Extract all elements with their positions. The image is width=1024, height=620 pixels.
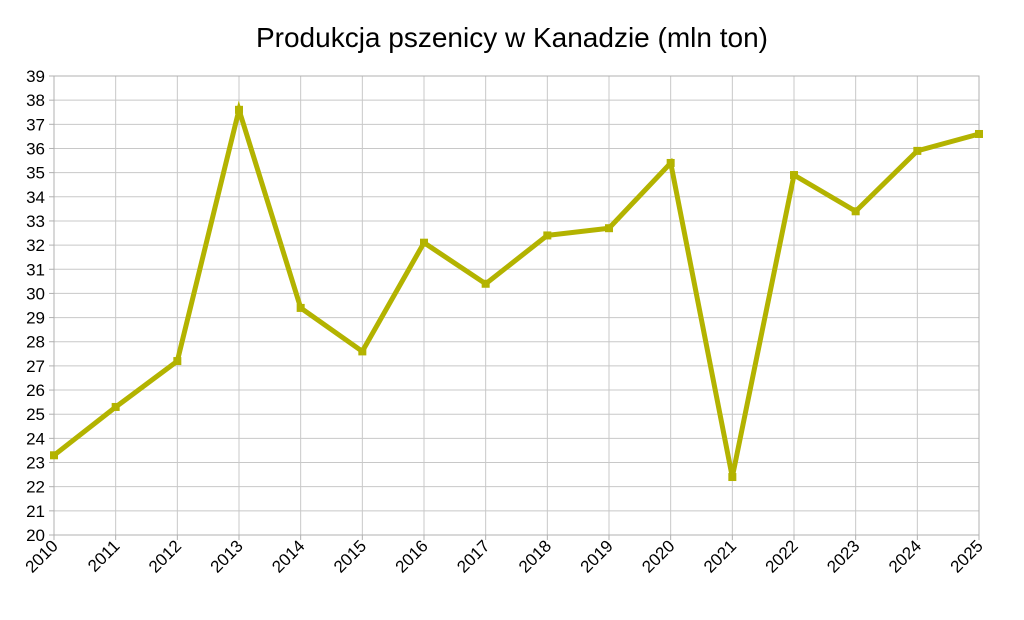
y-tick-label: 30 — [26, 284, 45, 303]
data-point — [111, 402, 120, 411]
data-point — [728, 473, 737, 482]
x-tick-label: 2022 — [762, 536, 802, 576]
data-point — [296, 303, 305, 312]
x-tick-label: 2025 — [947, 536, 987, 576]
y-tick-label: 32 — [26, 236, 45, 255]
series-line — [52, 100, 980, 478]
x-tick-label: 2024 — [885, 536, 925, 576]
y-tick-label: 33 — [26, 212, 45, 231]
x-tick-label: 2015 — [330, 536, 370, 576]
x-tick-label: 2013 — [207, 536, 247, 576]
data-point — [420, 238, 428, 247]
axes — [49, 75, 980, 540]
data-point — [358, 347, 367, 356]
y-tick-label: 39 — [26, 67, 45, 86]
data-point — [666, 158, 675, 167]
data-point — [543, 231, 552, 240]
x-tick-label: 2011 — [84, 536, 123, 575]
y-tick-label: 37 — [26, 115, 45, 134]
x-tick-label: 2017 — [453, 536, 493, 576]
x-tick-label: 2012 — [145, 536, 185, 576]
data-point — [481, 279, 490, 288]
data-point — [173, 357, 182, 366]
x-tick-label: 2023 — [823, 536, 863, 576]
chart-title: Produkcja pszenicy w Kanadzie (mln ton) — [255, 22, 768, 53]
y-tick-label: 25 — [26, 405, 45, 424]
y-tick-label: 34 — [26, 188, 45, 207]
x-tick-label: 2018 — [515, 536, 555, 576]
data-point — [605, 224, 613, 233]
data-point — [975, 129, 983, 138]
data-point — [913, 146, 922, 155]
y-tick-label: 36 — [26, 139, 45, 158]
x-tick-label: 2020 — [638, 536, 678, 576]
series-group — [50, 100, 983, 482]
data-point — [50, 451, 58, 460]
x-tick-label: 2014 — [268, 536, 308, 576]
y-tick-label: 23 — [26, 454, 45, 473]
y-tick-label: 35 — [26, 164, 45, 183]
x-tick-label: 2021 — [700, 536, 740, 576]
data-point — [790, 171, 798, 180]
data-point — [851, 207, 860, 216]
y-tick-label: 22 — [26, 478, 45, 497]
y-tick-label: 38 — [26, 91, 45, 110]
y-tick-label: 27 — [26, 357, 45, 376]
y-tick-labels: 20 21 22 23 24 25 26 27 28 29 30 31 32 33 34 35 36 37 38 39 — [26, 67, 45, 545]
y-tick-label: 26 — [26, 381, 45, 400]
y-tick-label: 31 — [26, 260, 45, 279]
y-tick-label: 29 — [26, 309, 45, 328]
x-tick-labels: 2010 2011 2012 2013 2014 2015 2016 2017 2018 2019… — [22, 536, 987, 576]
y-tick-label: 24 — [26, 429, 45, 448]
x-tick-label: 2016 — [392, 536, 432, 576]
plot-area-border — [53, 75, 980, 536]
x-tick-label: 2019 — [577, 536, 617, 576]
y-tick-label: 28 — [26, 333, 45, 352]
data-point — [235, 105, 243, 114]
y-tick-label: 20 — [26, 526, 45, 545]
y-tick-label: 21 — [26, 502, 45, 521]
